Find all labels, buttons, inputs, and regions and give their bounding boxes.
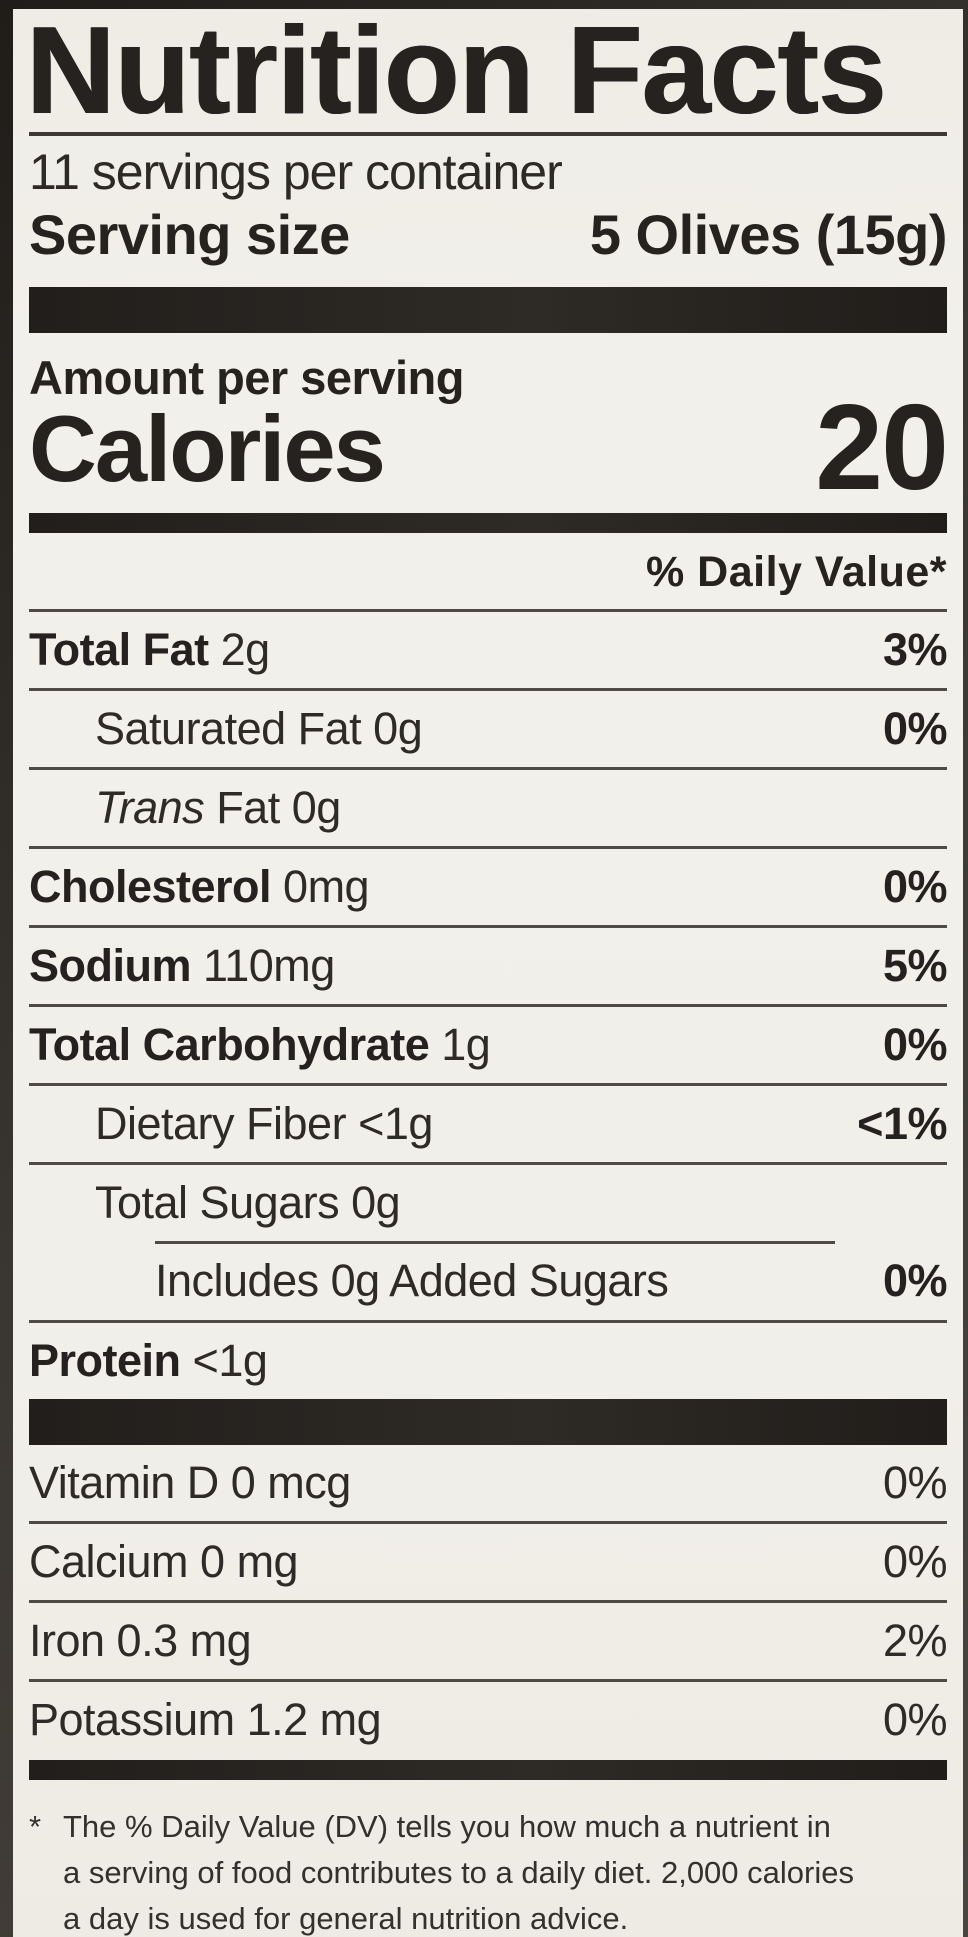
daily-value: 0% [882, 1254, 948, 1306]
micronutrient-name: Calcium 0 mg [29, 1536, 299, 1588]
daily-value: 3% [882, 624, 948, 676]
serving-size-row: Serving size 5 Olives (15g) [29, 202, 948, 266]
nutrient-row-saturated-fat: Saturated Fat 0g 0% [29, 688, 948, 767]
medium-divider-bar [29, 513, 947, 534]
micronutrient-row-vitamin-d: Vitamin D 0 mcg 0% [29, 1445, 948, 1521]
nutrient-name-rest: 110mg [191, 940, 335, 992]
title-divider [29, 132, 947, 137]
nutrient-row-sodium: Sodium 110mg 5% [29, 925, 948, 1004]
nutrient-name-bold: Sodium [29, 940, 192, 992]
daily-value-header: % Daily Value* [646, 548, 947, 597]
micronutrient-name: Vitamin D 0 mcg [29, 1457, 351, 1509]
calories-row: Calories 20 [29, 379, 949, 516]
nutrient-name-rest: Total Sugars 0g [95, 1177, 401, 1229]
micronutrient-row-calcium: Calcium 0 mg 0% [29, 1521, 948, 1600]
daily-value: 0% [882, 1457, 948, 1509]
nutrient-name-italic: Trans [95, 782, 205, 834]
serving-size-label: Serving size [29, 202, 350, 266]
nutrient-name: Dietary Fiber <1g [95, 1098, 433, 1150]
daily-value: 0% [882, 1019, 948, 1071]
nutrient-name: Includes 0g Added Sugars [155, 1254, 669, 1307]
nutrient-row-total-fat: Total Fat 2g 3% [29, 609, 948, 688]
nutrient-name-rest: 0mg [271, 861, 370, 913]
daily-value: 0% [882, 861, 948, 913]
micronutrient-name: Potassium 1.2 mg [29, 1694, 382, 1746]
nutrient-row-total-sugars: Total Sugars 0g [29, 1162, 947, 1241]
nutrient-name-rest: Dietary Fiber <1g [95, 1098, 433, 1150]
nutrient-row-total-carbohydrate: Total Carbohydrate 1g 0% [29, 1004, 948, 1083]
footnote: * The % Daily Value (DV) tells you how m… [29, 1780, 947, 1937]
micronutrient-row-iron: Iron 0.3 mg 2% [29, 1600, 948, 1679]
nutrient-name-rest: <1g [180, 1335, 268, 1387]
nutrition-label: Nutrition Facts 11 servings per containe… [13, 9, 963, 1937]
footnote-line: a serving of food contributes to a daily… [63, 1855, 854, 1891]
calories-label: Calories [29, 396, 386, 502]
amount-per-serving-label: Amount per serving [29, 351, 464, 405]
nutrient-name-bold: Total Carbohydrate [29, 1019, 430, 1071]
micronutrient-row-potassium: Potassium 1.2 mg 0% [29, 1679, 948, 1758]
nutrient-name: Total Sugars 0g [95, 1177, 401, 1229]
daily-value: 2% [882, 1615, 948, 1667]
nutrient-name-bold: Cholesterol [29, 861, 272, 913]
bottom-divider-bar [29, 1760, 947, 1781]
footnote-asterisk: * [29, 1809, 42, 1845]
daily-value: 0% [882, 703, 948, 755]
daily-value: <1% [857, 1098, 947, 1150]
footnote-text: The % Daily Value (DV) tells you how muc… [63, 1804, 947, 1937]
nutrient-name-rest: Fat 0g [204, 782, 341, 834]
nutrient-name-rest: 2g [208, 624, 271, 676]
thick-divider-bar-top [29, 287, 947, 334]
nutrient-row-cholesterol: Cholesterol 0mg 0% [29, 846, 948, 925]
nutrient-name: Trans Fat 0g [95, 782, 341, 834]
footnote-line: a day is used for general nutrition advi… [63, 1901, 629, 1937]
calories-value: 20 [815, 379, 949, 516]
nutrient-row-dietary-fiber: Dietary Fiber <1g <1% [29, 1083, 947, 1162]
nutrient-name: Saturated Fat 0g [95, 703, 423, 755]
nutrient-name-bold: Total Fat [29, 624, 209, 676]
serving-size-value: 5 Olives (15g) [589, 202, 948, 266]
servings-per-container: 11 servings per container [29, 144, 563, 201]
daily-value: 0% [882, 1694, 948, 1746]
nutrient-name-bold: Protein [29, 1335, 181, 1387]
thick-divider-bar-middle [29, 1399, 947, 1446]
nutrient-row-added-sugars: Includes 0g Added Sugars 0% [29, 1241, 948, 1320]
nutrient-name-rest: 1g [429, 1019, 491, 1071]
nutrient-row-trans-fat: Trans Fat 0g [29, 767, 947, 846]
nutrient-name: Sodium 110mg [29, 940, 335, 992]
nutrient-row-protein: Protein <1g [29, 1320, 947, 1399]
nutrient-name: Protein <1g [29, 1335, 268, 1387]
micronutrient-name: Iron 0.3 mg [29, 1615, 252, 1667]
nutrient-name-rest: Includes 0g Added Sugars [155, 1254, 669, 1306]
label-title: Nutrition Facts [26, 9, 887, 140]
footnote-line: The % Daily Value (DV) tells you how muc… [63, 1809, 831, 1845]
nutrient-name: Total Fat 2g [29, 624, 270, 676]
nutrient-name-rest: Saturated Fat 0g [95, 703, 423, 755]
daily-value: 5% [882, 940, 948, 992]
nutrient-name: Total Carbohydrate 1g [29, 1019, 491, 1071]
nutrient-name: Cholesterol 0mg [29, 861, 370, 913]
daily-value: 0% [882, 1536, 948, 1588]
